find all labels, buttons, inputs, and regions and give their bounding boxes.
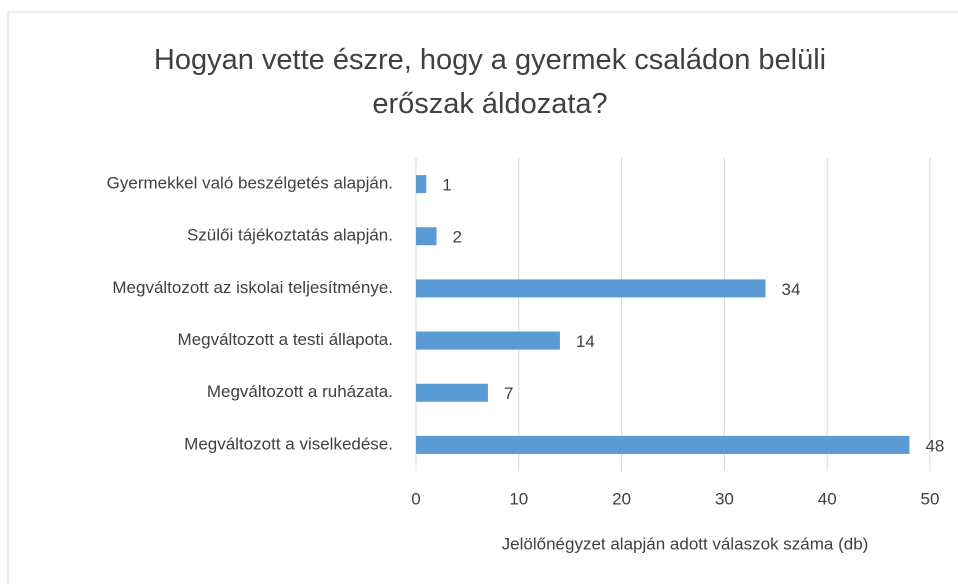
bar (416, 227, 437, 246)
bar (416, 279, 766, 298)
x-tick-label: 40 (818, 489, 837, 508)
data-label: 1 (442, 176, 451, 195)
y-tick-label: Megváltozott a testi állapota. (178, 330, 393, 349)
chart-border (7, 11, 958, 584)
x-tick-label: 30 (715, 489, 734, 508)
data-label: 34 (782, 280, 801, 299)
bar (416, 331, 560, 350)
bar (416, 175, 427, 194)
bar (416, 435, 910, 454)
y-tick-label: Megváltozott az iskolai teljesítménye. (112, 278, 393, 297)
data-label: 2 (453, 228, 462, 247)
x-axis-label: Jelölőnégyzet alapján adott válaszok szá… (502, 534, 869, 553)
x-tick-label: 50 (921, 489, 940, 508)
x-tick-label: 10 (509, 489, 528, 508)
data-label: 14 (576, 332, 595, 351)
data-label: 48 (925, 436, 944, 455)
y-tick-label: Szülői tájékoztatás alapján. (187, 226, 393, 245)
y-tick-label: Megváltozott a ruházata. (207, 382, 393, 401)
data-label: 7 (504, 384, 513, 403)
chart-title: Hogyan vette észre, hogy a gyermek csalá… (153, 44, 827, 120)
y-tick-label: Megváltozott a viselkedése. (184, 434, 393, 453)
x-tick-label: 0 (411, 489, 420, 508)
x-tick-label: 20 (612, 489, 631, 508)
y-tick-label: Gyermekkel való beszélgetés alapján. (107, 174, 393, 193)
bar (416, 383, 488, 402)
